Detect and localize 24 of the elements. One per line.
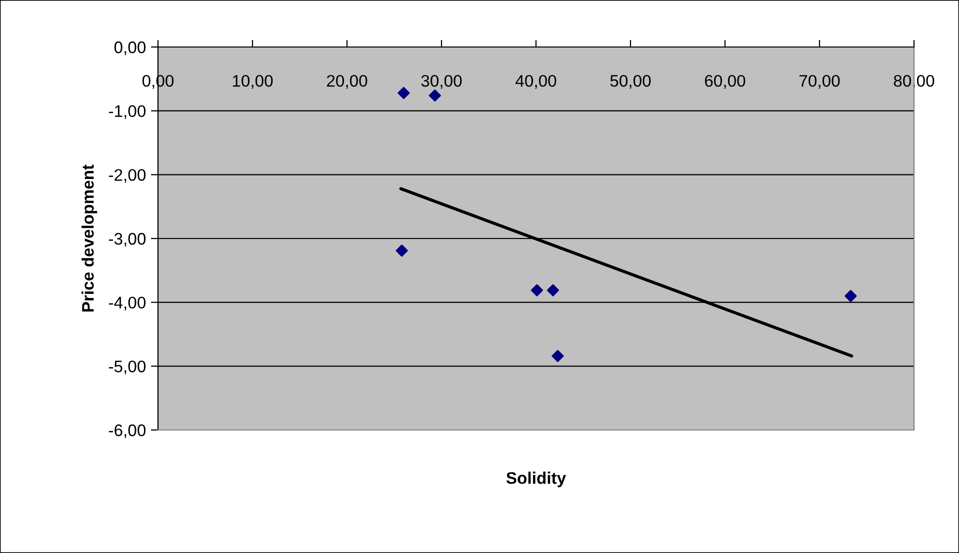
y-tick-label: -1,00 [108,105,146,120]
y-tick-label: -3,00 [108,232,146,247]
x-tick-label: 10,00 [232,74,273,89]
point [396,244,408,257]
point [546,284,560,296]
point [398,86,410,100]
point [428,89,441,102]
point [552,350,564,362]
x-tick-label: 60,00 [704,74,746,89]
x-tick-label: 40,00 [516,74,556,89]
y-tick-label: 0,00 [114,41,146,56]
x-tick-label: 20,00 [326,74,368,89]
y-axis-title: Price development [82,164,98,312]
x-tick-label: 50,00 [610,74,651,89]
y-tick-label: -6,00 [108,424,146,438]
y-tick-label: -2,00 [108,169,146,183]
y-tick-label: -4,00 [108,296,146,311]
x-tick-label: 80,00 [894,74,934,89]
point [844,290,857,302]
x-axis-title: Solidity [506,472,566,488]
y-tick-label: -5,00 [108,360,146,374]
point [530,284,544,296]
x-tick-label: 70,00 [800,74,840,89]
x-tick-label: 30,00 [421,74,462,89]
